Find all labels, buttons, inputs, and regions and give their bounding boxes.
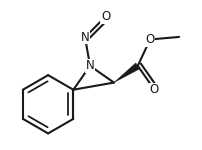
Text: N: N — [81, 31, 89, 44]
Text: N: N — [86, 59, 94, 72]
Text: O: O — [145, 33, 155, 46]
Text: O: O — [150, 83, 159, 96]
Text: O: O — [101, 10, 110, 23]
Polygon shape — [114, 63, 140, 83]
